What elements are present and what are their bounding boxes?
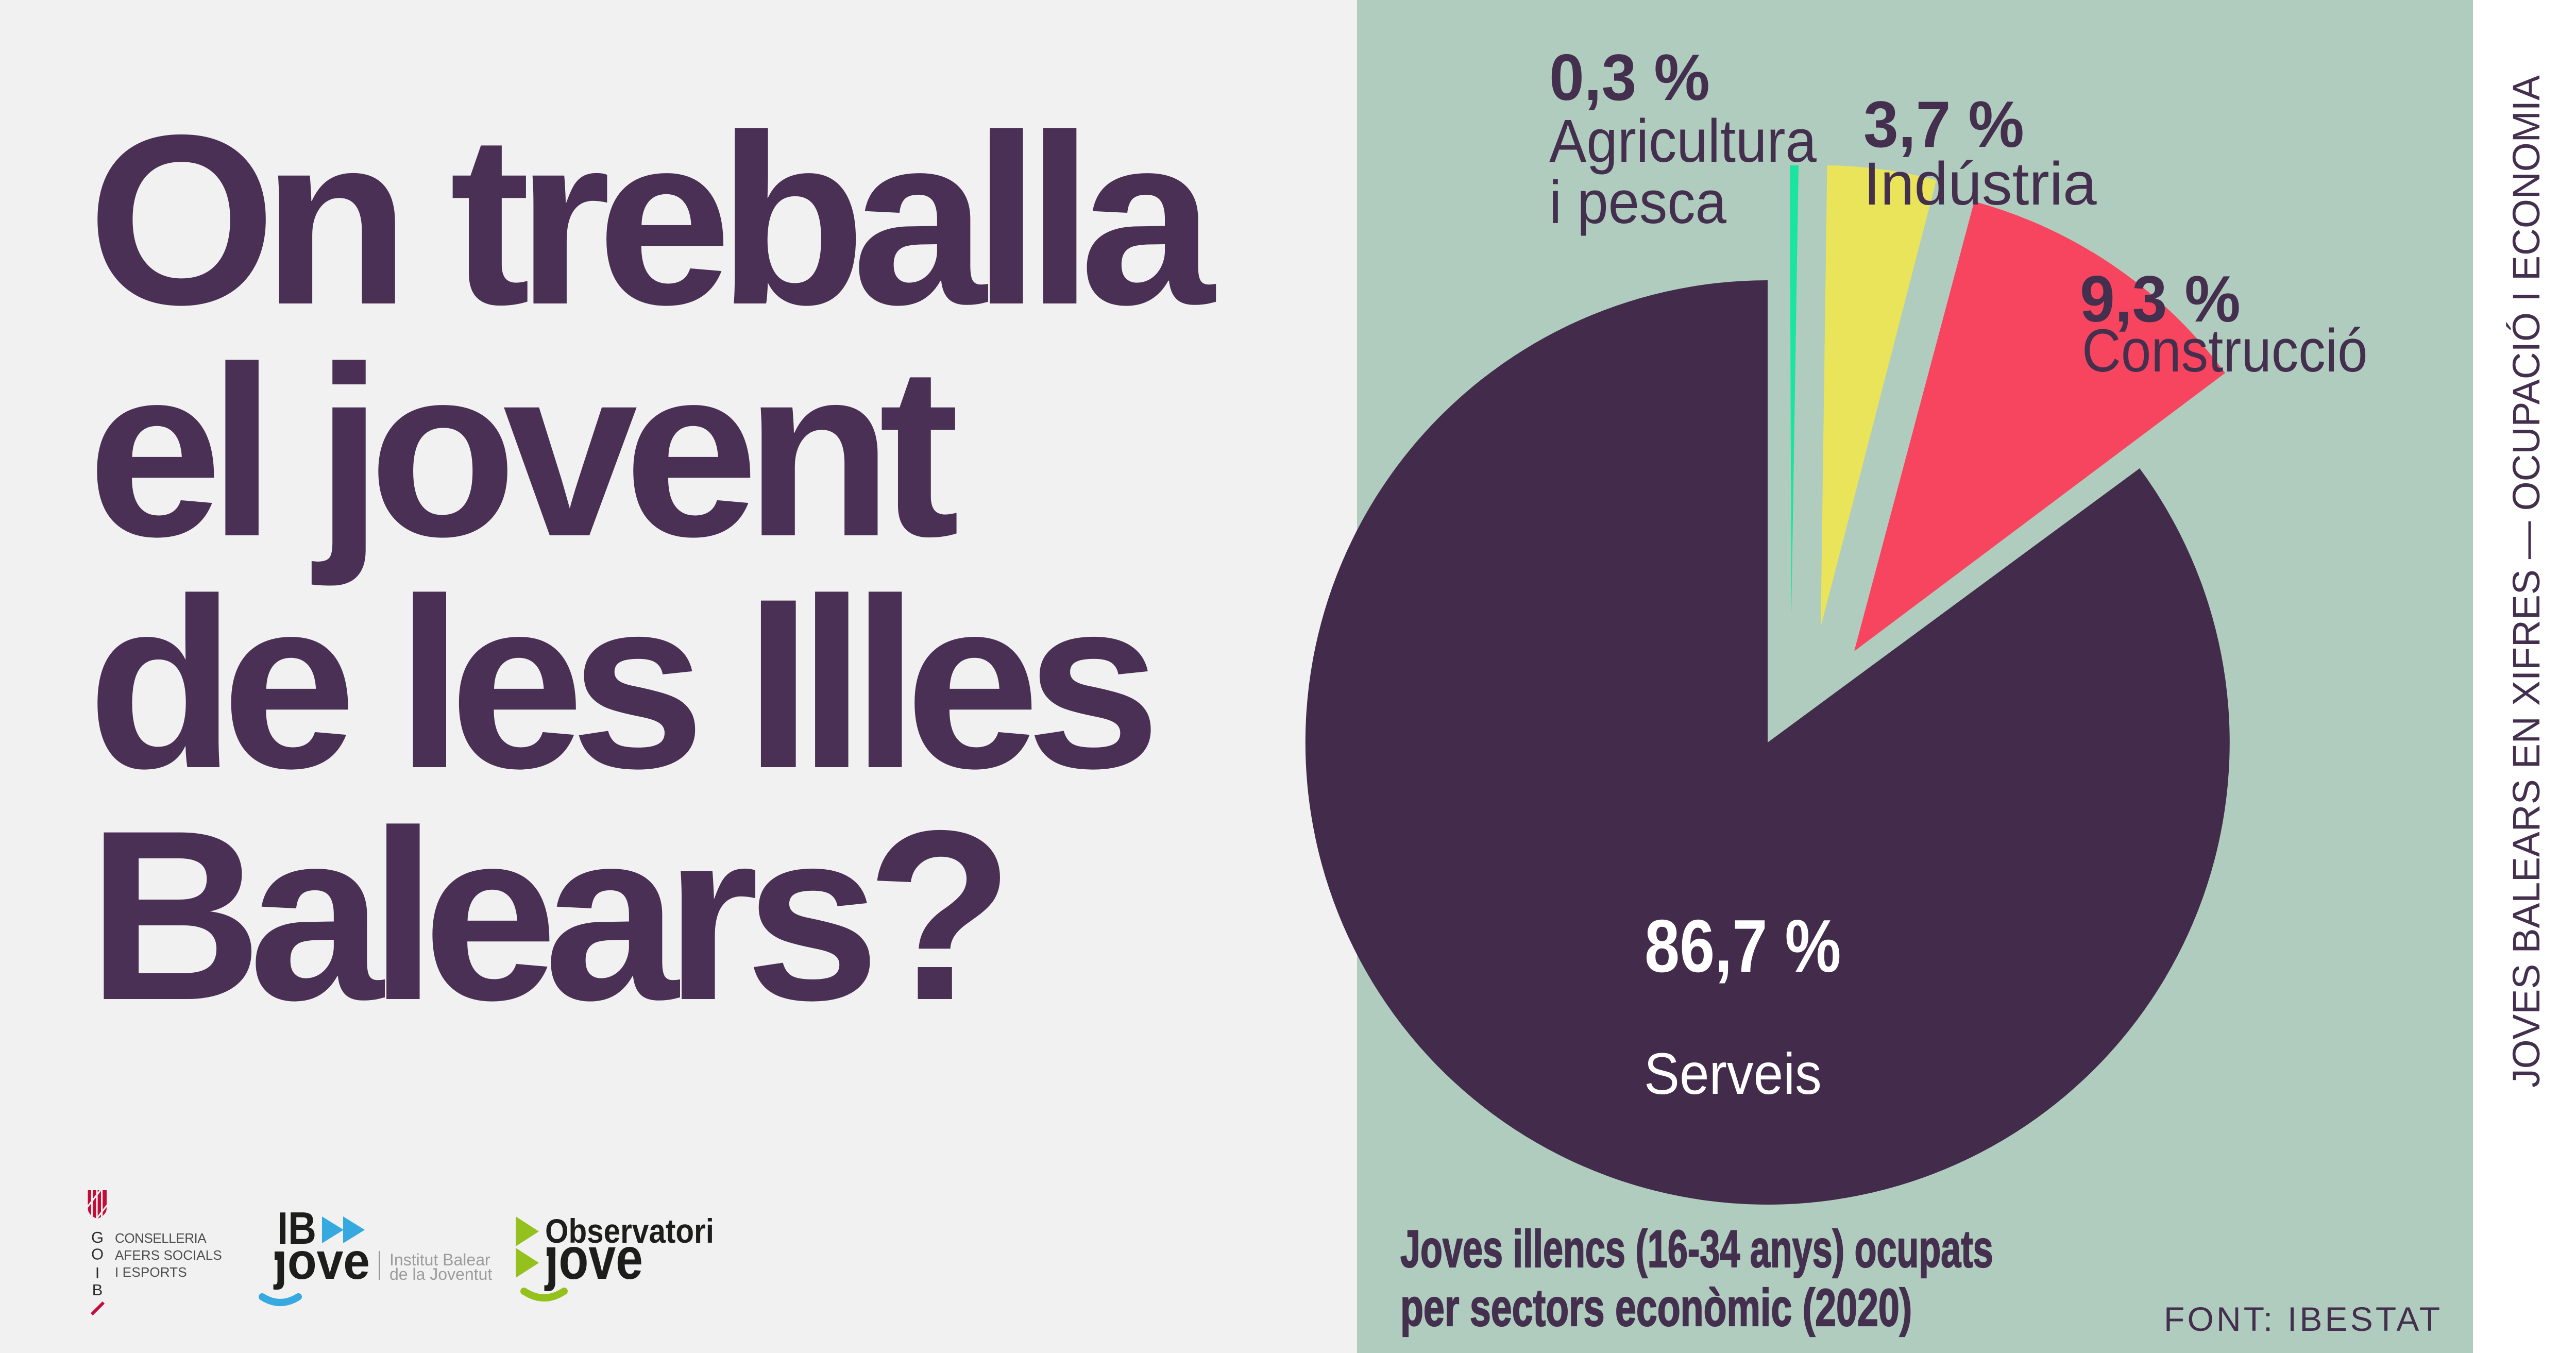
svg-text:B: B [92, 1281, 103, 1299]
svg-text:I ESPORTS: I ESPORTS [115, 1264, 187, 1280]
svg-text:de la Joventut: de la Joventut [389, 1265, 492, 1283]
svg-text:ȷove: ȷove [544, 1226, 643, 1292]
svg-text:I: I [95, 1264, 100, 1282]
svg-text:ȷove: ȷove [273, 1232, 370, 1290]
svg-text:IB: IB [277, 1203, 316, 1254]
svg-text:AFERS SOCIALS: AFERS SOCIALS [115, 1247, 222, 1263]
svg-text:CONSELLERIA: CONSELLERIA [115, 1230, 207, 1246]
svg-text:O: O [91, 1245, 104, 1263]
svg-text:Institut Balear: Institut Balear [389, 1250, 490, 1269]
svg-text:JOVES BALEARS EN XIFRES — OCUP: JOVES BALEARS EN XIFRES — OCUPACIÓ I ECO… [2505, 75, 2548, 1088]
svg-text:Observatori: Observatori [545, 1212, 714, 1250]
svg-text:G: G [91, 1228, 104, 1246]
